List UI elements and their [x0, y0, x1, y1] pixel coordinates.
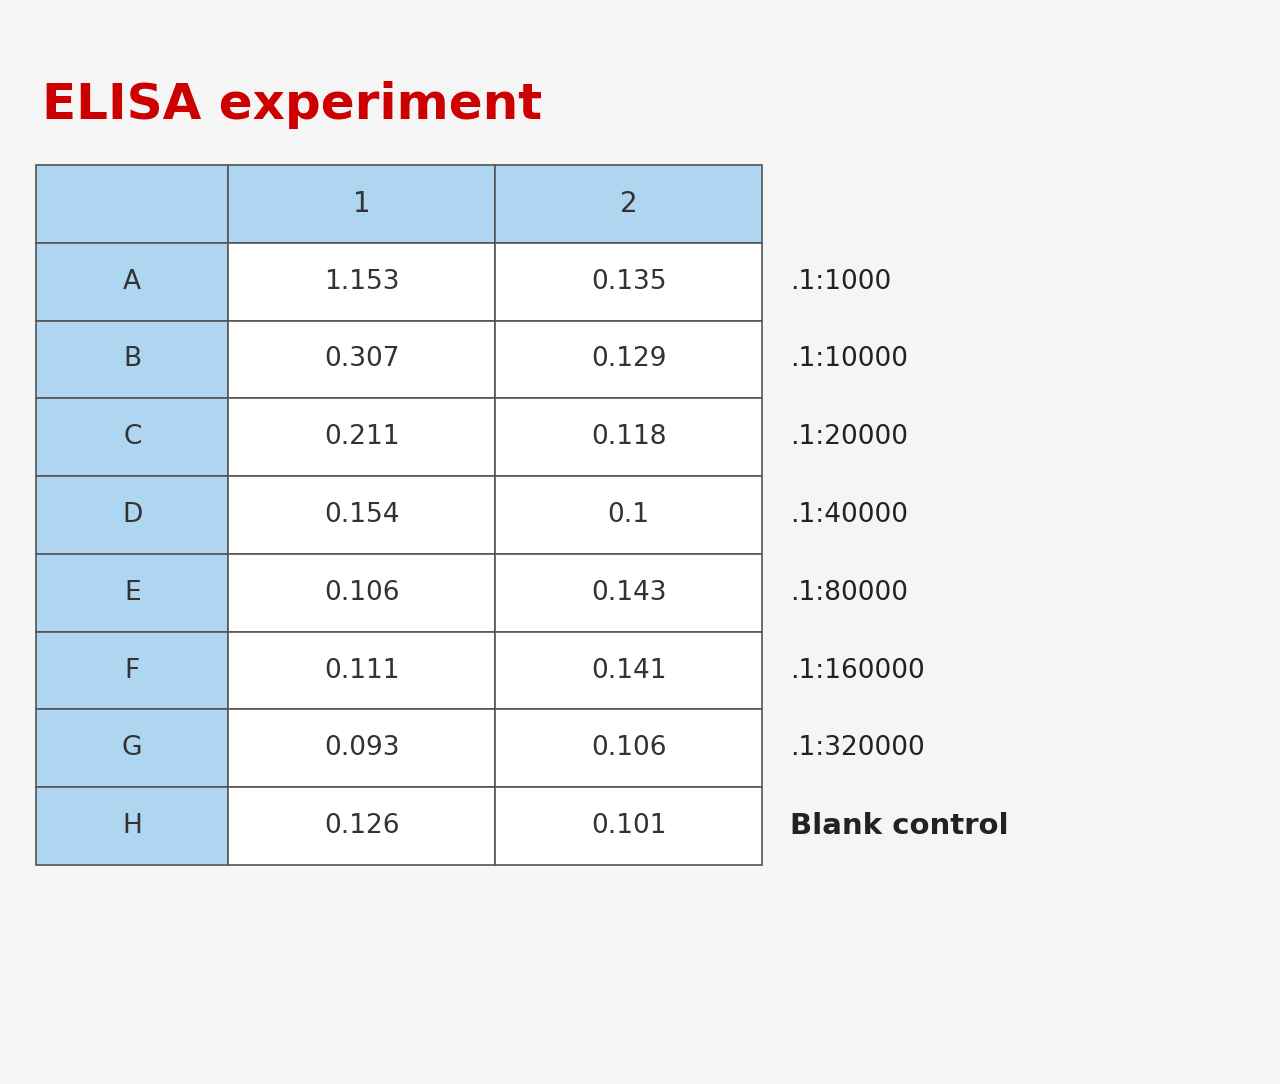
Text: 0.118: 0.118 [591, 424, 667, 450]
Bar [228, 709, 495, 787]
Bar [228, 632, 495, 709]
Text: 0.307: 0.307 [324, 347, 399, 373]
Text: 0.093: 0.093 [324, 735, 399, 761]
Text: 2: 2 [620, 190, 637, 218]
Text: F: F [124, 658, 140, 684]
Text: 0.154: 0.154 [324, 502, 399, 528]
Text: .1:320000: .1:320000 [790, 735, 924, 761]
Text: 1.153: 1.153 [324, 269, 399, 295]
Bar [36, 554, 228, 632]
Text: B: B [123, 347, 141, 373]
Bar [36, 709, 228, 787]
Text: G: G [122, 735, 142, 761]
Text: 0.211: 0.211 [324, 424, 399, 450]
Bar [495, 632, 762, 709]
Text: Blank control: Blank control [790, 812, 1009, 840]
Bar [36, 476, 228, 554]
Text: 0.111: 0.111 [324, 658, 399, 684]
Text: H: H [123, 813, 142, 839]
Text: .1:1000: .1:1000 [790, 269, 891, 295]
Bar [36, 398, 228, 476]
Text: C: C [123, 424, 141, 450]
Text: 0.1: 0.1 [608, 502, 649, 528]
Text: .1:20000: .1:20000 [790, 424, 908, 450]
Text: .1:160000: .1:160000 [790, 658, 924, 684]
Bar [36, 787, 228, 865]
Bar [495, 476, 762, 554]
Text: 0.143: 0.143 [591, 580, 667, 606]
Bar [36, 632, 228, 709]
Text: 0.106: 0.106 [591, 735, 667, 761]
Bar [228, 243, 495, 321]
Text: .1:80000: .1:80000 [790, 580, 908, 606]
Bar [495, 165, 762, 243]
Bar [228, 787, 495, 865]
Bar [228, 554, 495, 632]
Text: 0.135: 0.135 [591, 269, 667, 295]
Text: .1:40000: .1:40000 [790, 502, 908, 528]
Bar [495, 554, 762, 632]
Text: 0.106: 0.106 [324, 580, 399, 606]
Bar [495, 243, 762, 321]
Bar [495, 321, 762, 398]
Bar [36, 321, 228, 398]
Text: 1: 1 [353, 190, 371, 218]
Text: D: D [122, 502, 142, 528]
Text: E: E [124, 580, 141, 606]
Text: A: A [123, 269, 141, 295]
Text: 0.141: 0.141 [591, 658, 667, 684]
Text: 0.129: 0.129 [591, 347, 667, 373]
Bar [228, 165, 495, 243]
Text: 0.101: 0.101 [591, 813, 667, 839]
Bar [36, 243, 228, 321]
Bar [495, 709, 762, 787]
Bar [495, 787, 762, 865]
Text: .1:10000: .1:10000 [790, 347, 908, 373]
Bar [228, 321, 495, 398]
Bar [228, 476, 495, 554]
Bar [228, 398, 495, 476]
Text: ELISA experiment: ELISA experiment [42, 81, 543, 129]
Text: 0.126: 0.126 [324, 813, 399, 839]
Bar [36, 165, 228, 243]
Bar [495, 398, 762, 476]
